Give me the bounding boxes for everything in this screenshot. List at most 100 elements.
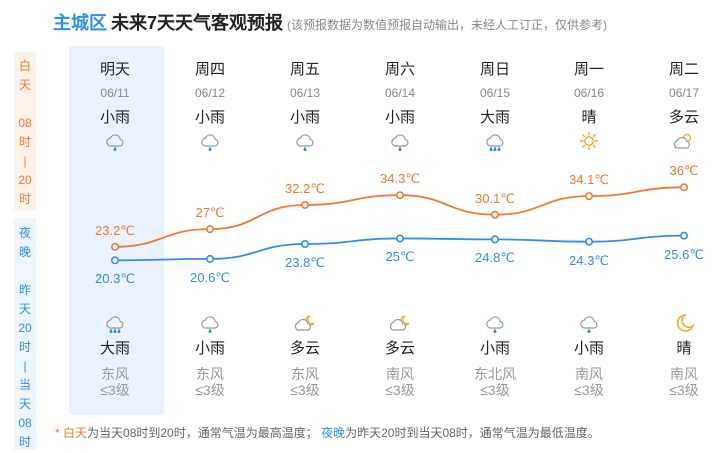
light-rain-icon	[170, 131, 250, 151]
high-temperature-label: 27℃	[195, 205, 225, 221]
low-temperature-point	[206, 254, 215, 263]
high-temperature-point	[300, 200, 309, 209]
forecast-title: 未来7天天气客观预报	[111, 13, 284, 33]
day-side-char: 白	[18, 59, 31, 73]
page-title: 主城区 未来7天天气客观预报 (该预报数据为数值预报自动输出，未经人工订正，仅供参考…	[53, 9, 607, 35]
low-temperature-point	[679, 231, 688, 240]
low-temperature-label: 20.3℃	[95, 271, 135, 287]
night-side-char: 时	[18, 435, 31, 449]
day-name: 周二	[668, 61, 699, 78]
high-temperature-point	[206, 225, 215, 234]
night-side-char: 夜	[18, 226, 31, 240]
high-temperature-point	[679, 183, 688, 192]
forecast-day-column[interactable]: 周二 06/17 多云晴南风 ≤3级	[644, 58, 720, 408]
forecast-day-column[interactable]: 周日 06/15 大雨小雨东北风 ≤3级	[455, 58, 535, 408]
day-name: 周四	[194, 61, 225, 78]
low-temperature-label: 24.8℃	[475, 250, 515, 266]
night-side-char: 天	[18, 302, 31, 316]
day-weather-text: 小雨	[194, 109, 225, 126]
day-date: 06/14	[384, 86, 416, 100]
wind-level: ≤3级	[195, 382, 225, 398]
low-temperature-label: 25.6℃	[664, 246, 704, 262]
partly-cloudy-night-icon	[360, 313, 440, 333]
night-side-char: 天	[18, 397, 31, 411]
low-temperature-label: 20.6℃	[190, 269, 230, 285]
low-temperature-label: 24.3℃	[569, 252, 609, 268]
heavy-rain-icon	[75, 313, 155, 333]
footer-night-desc: 为昨天20时到当天08时，通常气温为最低温度。	[345, 426, 600, 440]
day-name: 周六	[384, 61, 415, 78]
day-weather-text: 大雨	[479, 109, 510, 126]
high-temperature-point	[395, 191, 404, 200]
night-side-char: 08	[18, 416, 32, 430]
high-temperature-point	[490, 210, 499, 219]
footer-night-term: 夜晚	[321, 426, 346, 440]
day-weather-text: 小雨	[289, 109, 320, 126]
wind-level: ≤3级	[574, 382, 604, 398]
night-weather-text: 小雨	[573, 340, 604, 357]
footer-day-desc: 为当天08时到20时，通常气温为最高温度；	[87, 426, 318, 440]
low-temperature-point	[584, 237, 593, 246]
wind-direction: 南风	[386, 366, 414, 382]
light-rain-icon	[265, 131, 345, 151]
night-weather-text: 多云	[289, 340, 320, 357]
day-weather-text: 小雨	[384, 109, 415, 126]
day-side-label	[14, 52, 36, 210]
night-side-char: 时	[18, 340, 31, 354]
wind-level: ≤3级	[480, 382, 510, 398]
day-date: 06/13	[289, 86, 321, 100]
forecast-day-column[interactable]: 周五 06/13 小雨 多云 东风 ≤3级	[265, 58, 345, 408]
low-temperature-point	[111, 256, 120, 265]
day-date: 06/12	[194, 86, 226, 100]
low-temperature-label: 25℃	[385, 249, 415, 265]
wind-direction: 南风	[670, 366, 698, 382]
night-side-char: 当	[18, 378, 31, 392]
partly-cloudy-icon	[644, 131, 720, 151]
high-temperature-label: 30.1℃	[475, 190, 515, 206]
night-side-char: 20	[18, 321, 32, 335]
day-side-char: 天	[18, 78, 31, 92]
sun-icon	[549, 131, 629, 151]
wind-direction: 东北风	[474, 366, 516, 382]
day-date: 06/11	[100, 86, 130, 100]
forecast-day-column[interactable]: 周六 06/14 小雨 多云 南风 ≤3级	[360, 58, 440, 408]
moon-icon	[644, 313, 720, 333]
day-side-char: 时	[18, 192, 31, 206]
forecast-day-column[interactable]: 周一 06/16 晴小雨南风 ≤3级	[549, 58, 629, 408]
district-name[interactable]: 主城区	[53, 13, 107, 33]
day-date: 06/15	[479, 86, 511, 100]
night-weather-text: 大雨	[99, 340, 130, 357]
wind-direction: 南风	[575, 366, 603, 382]
day-name: 明天	[99, 61, 130, 78]
light-rain-icon	[360, 131, 440, 151]
day-weather-text: 小雨	[99, 109, 130, 126]
night-weather-text: 小雨	[194, 340, 225, 357]
forecast-day-column[interactable]: 明天 06/11 小雨 大雨 东风 ≤3级	[75, 58, 155, 408]
light-rain-icon	[170, 313, 250, 333]
day-weather-text: 晴	[581, 109, 597, 126]
wind-level: ≤3级	[385, 382, 415, 398]
low-temperature-point	[395, 234, 404, 243]
night-side-char: 昨	[18, 283, 31, 297]
night-weather-text: 晴	[676, 340, 692, 357]
footer-day-term: 白天	[63, 426, 88, 440]
day-name: 周日	[479, 61, 510, 78]
light-rain-icon	[549, 313, 629, 333]
day-date: 06/17	[668, 86, 700, 100]
day-name: 周一	[573, 61, 604, 78]
day-date: 06/16	[573, 86, 605, 100]
night-side-label	[14, 218, 36, 450]
low-temperature-point	[300, 240, 309, 249]
day-side-char: 08	[18, 116, 32, 130]
wind-level: ≤3级	[669, 382, 699, 398]
low-temperature-label: 23.8℃	[285, 255, 325, 271]
forecast-day-column[interactable]: 周四 06/12 小雨 小雨 东风 ≤3级	[170, 58, 250, 408]
forecast-note: (该预报数据为数值预报自动输出，未经人工订正，仅供参考)	[287, 18, 608, 32]
high-temperature-label: 23.2℃	[95, 222, 135, 238]
night-weather-text: 小雨	[479, 340, 510, 357]
tomorrow-highlight	[69, 46, 164, 415]
wind-level: ≤3级	[290, 382, 320, 398]
wind-direction: 东风	[101, 366, 129, 382]
day-side-char: 时	[18, 135, 31, 149]
